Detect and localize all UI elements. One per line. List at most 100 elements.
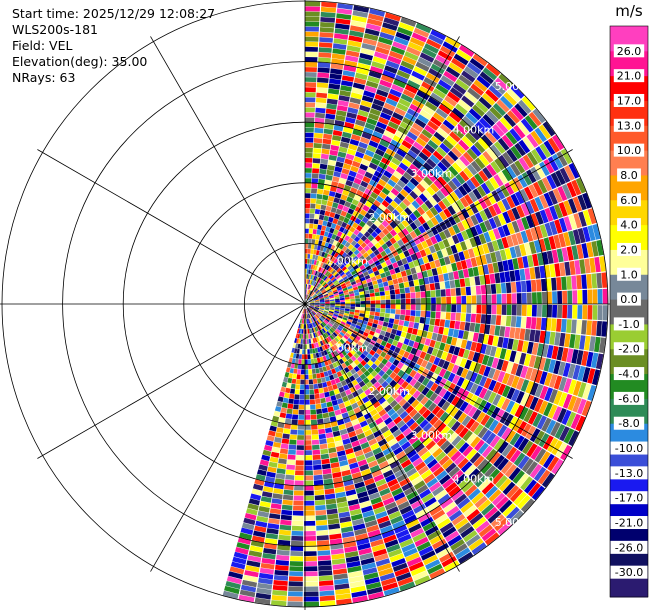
velocity-gate	[359, 294, 365, 298]
velocity-gate	[315, 520, 328, 526]
velocity-gate	[470, 341, 478, 352]
velocity-gate	[453, 270, 460, 280]
velocity-gate	[310, 280, 313, 285]
velocity-gate	[318, 428, 326, 435]
velocity-gate	[425, 72, 440, 83]
velocity-gate	[309, 300, 315, 303]
velocity-gate	[587, 385, 597, 401]
velocity-gate	[532, 292, 537, 304]
velocity-gate	[350, 304, 356, 307]
velocity-gate	[324, 308, 330, 311]
velocity-gate	[306, 308, 308, 314]
velocity-gate	[317, 312, 322, 316]
velocity-gate	[313, 287, 317, 292]
velocity-gate	[344, 484, 355, 492]
velocity-gate	[313, 358, 318, 364]
velocity-gate	[310, 353, 314, 359]
velocity-gate	[372, 501, 384, 510]
velocity-gate	[316, 194, 323, 200]
velocity-gate	[281, 504, 293, 511]
velocity-gate	[342, 205, 350, 213]
velocity-gate	[390, 139, 401, 148]
velocity-gate	[477, 353, 485, 364]
colorbar-tick-label: -21.0	[615, 517, 643, 530]
colorbar-tick-bg	[610, 540, 648, 554]
velocity-gate	[333, 573, 348, 580]
velocity-gate	[301, 354, 305, 360]
velocity-gate	[490, 406, 501, 419]
velocity-gate	[307, 324, 309, 329]
velocity-gate	[412, 159, 423, 170]
velocity-gate	[347, 409, 355, 417]
velocity-gate	[359, 52, 373, 61]
velocity-gate	[341, 531, 355, 538]
azimuth-spoke	[37, 149, 306, 305]
velocity-gate	[288, 449, 296, 455]
velocity-gate	[352, 10, 368, 18]
velocity-gate	[285, 413, 293, 419]
velocity-gate	[358, 495, 370, 504]
velocity-gate	[364, 388, 372, 396]
velocity-gate	[305, 127, 314, 133]
velocity-gate	[362, 252, 369, 259]
velocity-gate	[319, 42, 333, 48]
velocity-gate	[340, 464, 350, 472]
velocity-gate	[367, 268, 374, 275]
velocity-gate	[340, 306, 345, 309]
colorbar-tick-label: 10.0	[617, 144, 642, 157]
range-ring-labels: 1.00km1.00km2.00km2.00km3.00km3.00km4.00…	[326, 80, 536, 529]
velocity-gate	[436, 190, 446, 200]
velocity-gate	[425, 440, 436, 451]
velocity-gate	[557, 305, 563, 318]
velocity-gate	[305, 117, 315, 123]
velocity-gate	[501, 168, 513, 182]
velocity-gate	[465, 370, 474, 381]
velocity-gate	[474, 200, 483, 212]
velocity-gate	[326, 348, 331, 355]
velocity-gate	[276, 468, 286, 475]
velocity-gate	[365, 346, 372, 353]
velocity-gate	[553, 360, 561, 375]
velocity-gate	[551, 318, 557, 332]
velocity-gate	[305, 294, 307, 299]
velocity-gate	[322, 355, 327, 362]
velocity-gate	[320, 397, 326, 404]
velocity-gate	[436, 547, 452, 559]
velocity-gate	[378, 268, 385, 274]
velocity-gate	[459, 170, 470, 182]
velocity-gate	[357, 201, 365, 209]
velocity-gate	[544, 222, 553, 237]
velocity-gate	[327, 406, 334, 413]
velocity-gate	[410, 145, 421, 155]
velocity-gate	[318, 57, 331, 63]
velocity-gate	[389, 229, 397, 237]
velocity-gate	[350, 585, 366, 593]
velocity-gate	[261, 454, 271, 462]
velocity-gate	[306, 313, 309, 319]
velocity-gate	[478, 96, 492, 110]
velocity-gate	[353, 177, 362, 185]
velocity-gate	[523, 186, 534, 200]
velocity-gate	[460, 461, 473, 473]
velocity-gate	[348, 570, 363, 578]
velocity-gate	[461, 219, 470, 230]
velocity-gate	[329, 297, 335, 300]
colorbar-tick-bg	[617, 218, 641, 232]
velocity-gate	[488, 127, 501, 141]
velocity-gate	[452, 127, 465, 139]
velocity-gate	[367, 343, 374, 350]
velocity-gate	[457, 457, 469, 469]
velocity-gate	[262, 449, 272, 457]
velocity-gate	[324, 309, 329, 312]
velocity-gate	[449, 320, 456, 329]
colorbar-tick-label: -1.0	[618, 318, 639, 331]
velocity-gate	[490, 252, 497, 263]
velocity-gate	[341, 285, 347, 289]
velocity-gate	[480, 182, 491, 195]
velocity-gate	[330, 327, 336, 332]
velocity-gate	[463, 249, 470, 260]
velocity-gate	[477, 426, 488, 439]
velocity-gate	[552, 188, 563, 203]
velocity-gate	[529, 198, 540, 213]
velocity-gate	[291, 358, 296, 364]
